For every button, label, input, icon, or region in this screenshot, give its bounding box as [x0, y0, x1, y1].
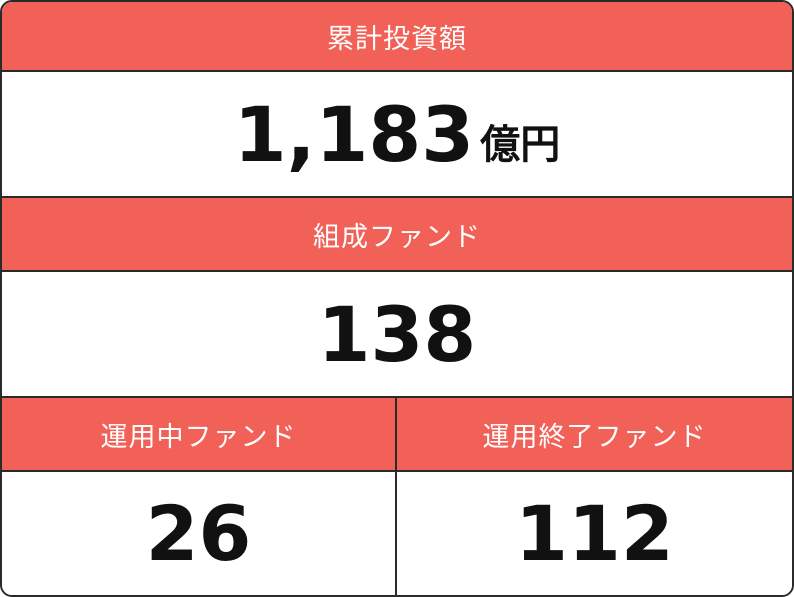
- value-text: 138: [317, 289, 477, 379]
- header-text: 組成ファンド: [313, 221, 481, 253]
- section-header: 組成ファンド: [2, 198, 792, 272]
- value-cell: 26: [2, 472, 397, 595]
- section-header: 運用中ファンド: [2, 398, 397, 472]
- value-text: 26: [145, 489, 252, 578]
- header-text: 運用中ファンド: [100, 421, 297, 453]
- value-text: 1,183: [233, 89, 475, 179]
- value-text: 112: [515, 489, 674, 578]
- section-header: 運用終了ファンド: [397, 398, 792, 472]
- section-header: 累計投資額: [2, 2, 792, 72]
- header-text: 運用終了ファンド: [482, 421, 707, 453]
- value-cell: 1,183 億円: [2, 72, 792, 198]
- value-cell: 138: [2, 272, 792, 398]
- unit-text: 億円: [480, 122, 561, 168]
- value-cell: 112: [397, 472, 792, 595]
- header-text: 累計投資額: [327, 23, 467, 55]
